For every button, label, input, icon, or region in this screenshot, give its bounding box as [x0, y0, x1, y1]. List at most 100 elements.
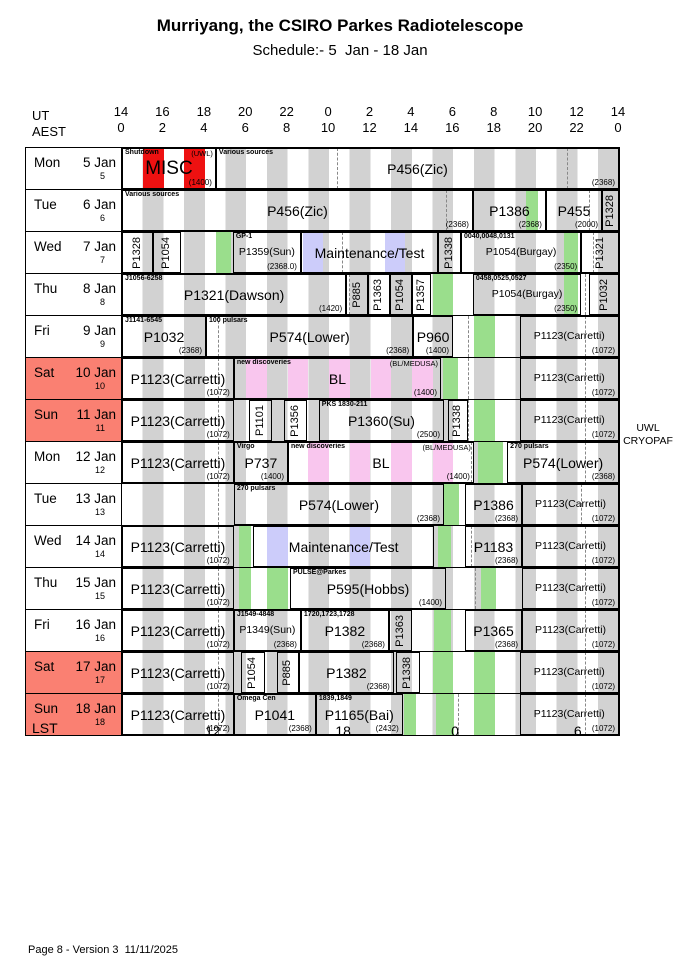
observation-sublabel: 1839,1849	[318, 695, 352, 702]
green-highlight-bar	[563, 232, 578, 273]
lavender-highlight-bar	[384, 232, 406, 273]
lst-tick: 0	[451, 723, 459, 739]
observation-title: P1123(Carretti)	[535, 498, 607, 511]
schedule-row: Wed 7 Jan 7 P1328 P1054 P1359(Sun) GP-1 (2368.0…	[26, 232, 619, 274]
dashed-time-marker	[566, 148, 568, 189]
dashed-time-marker	[349, 274, 351, 315]
pink-highlight-bar	[370, 358, 392, 399]
pink-highlight-bar	[391, 442, 413, 483]
day-cell: Wed 14 Jan 14	[26, 526, 122, 567]
observation-title: P1338	[401, 656, 414, 689]
day-date: 12 Jan	[75, 449, 116, 464]
observation-frequency-label: (1400)	[446, 472, 470, 481]
time-tick: 16	[445, 120, 460, 135]
observation-block: P885	[277, 652, 299, 693]
dashed-time-marker	[467, 400, 469, 441]
hour-stripes	[122, 400, 619, 441]
day-cell: Thu 15 Jan 15	[26, 568, 122, 609]
page-subtitle: Schedule:- 5 Jan - 18 Jan	[252, 42, 428, 59]
green-highlight-bar	[434, 610, 451, 651]
observation-title: P1101	[254, 405, 267, 436]
pink-highlight-bar	[432, 442, 454, 483]
day-number: 15	[94, 591, 105, 601]
page-title: Murriyang, the CSIRO Parkes Radiotelesco…	[156, 16, 524, 35]
observation-sublabel: Various sources	[218, 149, 274, 156]
observation-title: P1123(Carretti)	[535, 582, 607, 595]
observation-title: P1032	[597, 278, 610, 311]
observation-title: MISC	[145, 158, 193, 179]
observation-frequency-label: (1072)	[591, 682, 615, 691]
observation-block: MISC Shutdown (UWL) (1400)	[122, 148, 216, 189]
observation-block: P1338	[395, 652, 420, 693]
dashed-time-marker	[581, 484, 583, 525]
receiver-annotation: UWL CRYOPAF	[616, 422, 680, 447]
day-date: 15 Jan	[75, 575, 116, 590]
lst-tick: 18	[335, 723, 351, 739]
day-date: 6 Jan	[82, 197, 116, 212]
observation-sublabel: Shutdown	[125, 149, 159, 156]
time-tick: 18	[486, 120, 501, 135]
time-tick: 20	[238, 104, 253, 119]
day-number: 10	[94, 381, 105, 391]
schedule-row: Mon 5 Jan 5 MISC Shutdown (UWL) (1400) P456(Zic…	[26, 148, 619, 190]
observation-title: BL	[372, 454, 390, 471]
observation-title: P1349(Sun)	[239, 624, 296, 637]
dashed-time-marker	[470, 442, 472, 483]
observation-block: P1321(Dawson) J1056-6258 (1420)	[122, 274, 347, 315]
observation-title: P1356	[288, 404, 301, 437]
observation-frequency-label: (1072)	[206, 388, 230, 397]
dashed-time-marker	[467, 316, 469, 357]
observation-title: P737	[244, 454, 278, 471]
time-tick: 4	[200, 120, 208, 135]
observation-block: P574(Lower) 100 pulsars (2368)	[205, 316, 414, 357]
observation-block: P1123(Carretti) (1072)	[122, 442, 234, 483]
observation-block: P1386 (2368)	[472, 190, 546, 231]
hour-stripes	[122, 694, 619, 735]
observation-title: P1123(Carretti)	[533, 708, 605, 721]
receiver-annotation-line2: CRYOPAF	[623, 434, 673, 447]
observation-receiver-label: (BL/MEDUSA)	[422, 443, 471, 452]
observation-block: P1321	[581, 232, 619, 273]
day-cell: Wed 7 Jan 7	[26, 232, 122, 273]
day-date: 10 Jan	[75, 365, 116, 380]
observation-frequency-label: (1072)	[591, 514, 615, 523]
observation-frequency-label: (2368)	[288, 724, 312, 733]
observation-frequency-label: (1072)	[591, 388, 615, 397]
observation-frequency-label: (2368)	[366, 682, 390, 691]
time-tick: 4	[407, 104, 415, 119]
dashed-time-marker	[457, 694, 459, 735]
green-highlight-bar	[436, 694, 454, 735]
schedule-row: Tue 13 Jan 13 P574(Lower) 270 pulsars (2368) P…	[26, 484, 619, 526]
observation-sublabel: new discoveries	[236, 359, 291, 366]
schedule-row: Thu 8 Jan 8 P1321(Dawson) J1056-6258 (1420) P8…	[26, 274, 619, 316]
schedule-row: Tue 6 Jan 6 P456(Zic) Various sources (2368) P…	[26, 190, 619, 232]
observation-title: P1123(Carretti)	[130, 580, 226, 597]
observation-frequency-label: (1072)	[206, 682, 230, 691]
day-cell: Fri 16 Jan 16	[26, 610, 122, 651]
observation-title: P1054(Burgay)	[491, 288, 563, 301]
schedule-row: Sun 11 Jan 11 P1123(Carretti) (1072) P1101 P13…	[26, 400, 619, 442]
time-tick: 22	[569, 120, 584, 135]
dashed-time-marker	[217, 484, 219, 525]
observation-frequency-label: (2000)	[574, 220, 599, 229]
day-name: Sun	[34, 407, 59, 422]
time-tick: 0	[117, 120, 125, 135]
observation-block: P1365 (2368)	[464, 610, 523, 651]
ut-tick-row: 14 16 18 20 22 0 2 4 6 8 10 12 14	[114, 104, 625, 120]
observation-title: P1338	[451, 404, 464, 437]
day-track: P1123(Carretti) (1072) Maintenance/Test P11…	[122, 526, 619, 567]
observation-receiver-label: (UWL)	[191, 149, 213, 158]
day-name: Wed	[34, 533, 62, 548]
observation-title: P1123(Carretti)	[130, 622, 226, 639]
dashed-time-marker	[337, 148, 339, 189]
observation-frequency-label: (2368)	[386, 346, 410, 355]
observation-block: P1054(Burgay) 0040,0048,0131 (2350)	[460, 232, 582, 273]
observation-block: P1123(Carretti) (1072)	[122, 400, 234, 441]
observation-title: P574(Lower)	[269, 328, 350, 345]
observation-sublabel: Omega Cen	[236, 695, 276, 702]
observation-title: P1382	[326, 664, 367, 681]
observation-title: P1123(Carretti)	[130, 538, 226, 555]
time-tick: 22	[279, 104, 294, 119]
day-name: Sat	[34, 365, 55, 380]
dashed-time-marker	[585, 400, 587, 441]
